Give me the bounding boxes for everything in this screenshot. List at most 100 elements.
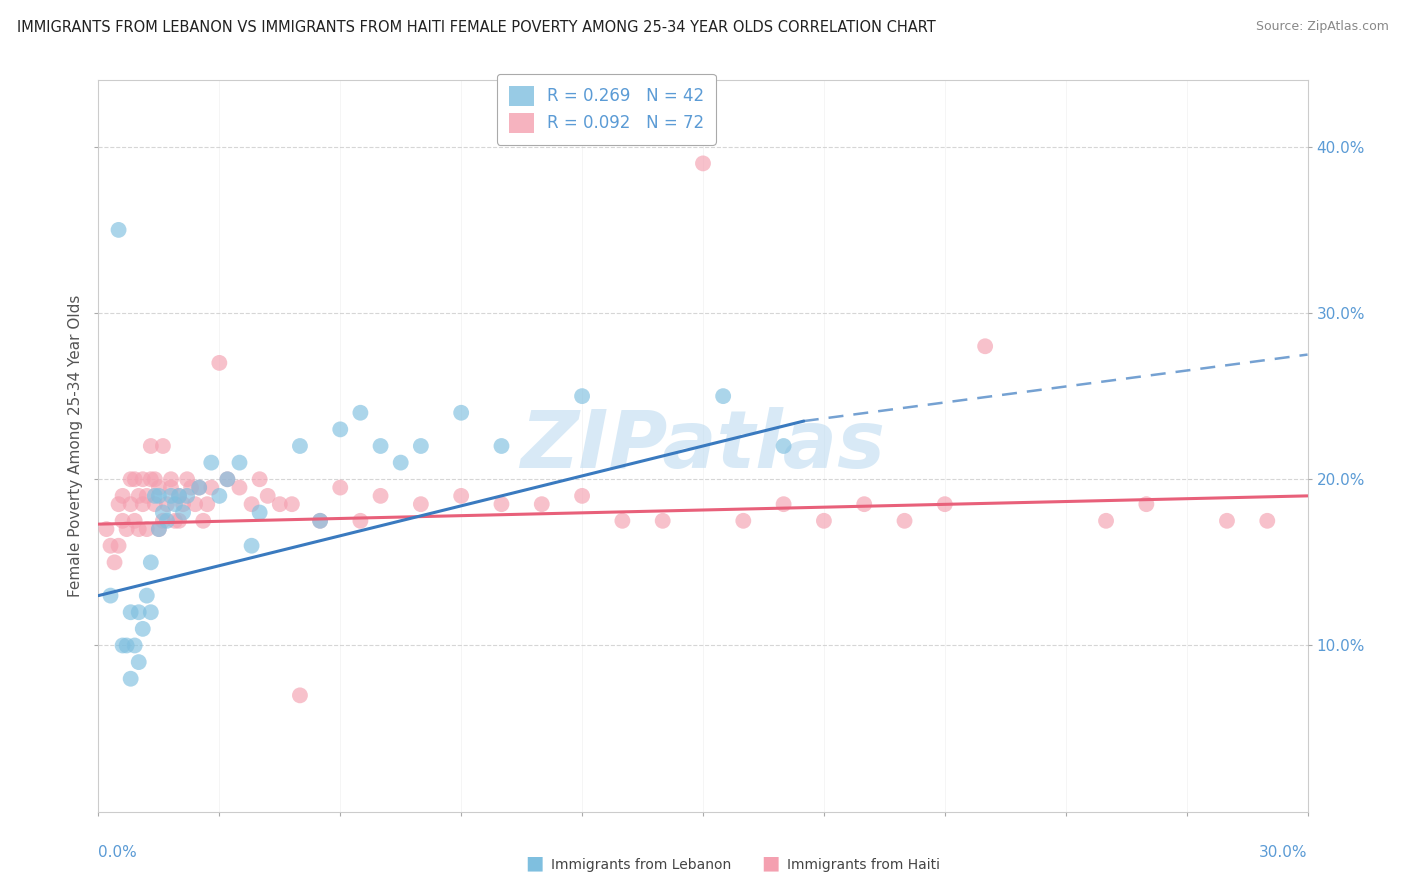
Point — [692, 156, 714, 170]
Point — [208, 356, 231, 370]
Point — [128, 489, 150, 503]
Point — [107, 497, 129, 511]
Point — [124, 639, 146, 653]
Point — [853, 497, 876, 511]
Point — [148, 522, 170, 536]
Text: ■: ■ — [524, 854, 544, 872]
Point — [240, 497, 263, 511]
Point — [152, 439, 174, 453]
Point — [409, 497, 432, 511]
Point — [288, 689, 311, 703]
Point — [139, 439, 162, 453]
Text: 30.0%: 30.0% — [1260, 845, 1308, 860]
Point — [128, 655, 150, 669]
Point — [148, 481, 170, 495]
Point — [329, 422, 352, 436]
Point — [135, 522, 157, 536]
Point — [269, 497, 291, 511]
Point — [200, 481, 222, 495]
Point — [188, 481, 211, 495]
Point — [208, 489, 231, 503]
Point — [772, 439, 794, 453]
Point — [143, 489, 166, 503]
Point — [167, 514, 190, 528]
Point — [132, 472, 155, 486]
Text: Immigrants from Haiti: Immigrants from Haiti — [787, 858, 941, 872]
Point — [132, 497, 155, 511]
Point — [120, 605, 142, 619]
Point — [160, 472, 183, 486]
Point — [128, 522, 150, 536]
Point — [143, 472, 166, 486]
Point — [111, 489, 134, 503]
Point — [111, 639, 134, 653]
Point — [200, 456, 222, 470]
Point — [491, 497, 513, 511]
Point — [139, 605, 162, 619]
Point — [160, 489, 183, 503]
Text: ■: ■ — [761, 854, 780, 872]
Point — [176, 472, 198, 486]
Point — [120, 472, 142, 486]
Point — [1216, 514, 1239, 528]
Point — [217, 472, 239, 486]
Point — [772, 497, 794, 511]
Point — [156, 497, 179, 511]
Point — [107, 539, 129, 553]
Point — [163, 497, 186, 511]
Point — [135, 489, 157, 503]
Point — [571, 489, 593, 503]
Point — [100, 539, 122, 553]
Point — [240, 539, 263, 553]
Point — [711, 389, 734, 403]
Point — [612, 514, 634, 528]
Point — [115, 639, 138, 653]
Point — [100, 589, 122, 603]
Point — [813, 514, 835, 528]
Point — [329, 481, 352, 495]
Text: IMMIGRANTS FROM LEBANON VS IMMIGRANTS FROM HAITI FEMALE POVERTY AMONG 25-34 YEAR: IMMIGRANTS FROM LEBANON VS IMMIGRANTS FR… — [17, 20, 935, 35]
Point — [148, 522, 170, 536]
Point — [530, 497, 553, 511]
Point — [228, 456, 250, 470]
Point — [172, 497, 194, 511]
Point — [893, 514, 915, 528]
Point — [288, 439, 311, 453]
Point — [184, 497, 207, 511]
Legend: R = 0.269   N = 42, R = 0.092   N = 72: R = 0.269 N = 42, R = 0.092 N = 72 — [496, 74, 716, 145]
Point — [1135, 497, 1157, 511]
Point — [193, 514, 215, 528]
Point — [176, 489, 198, 503]
Text: Source: ZipAtlas.com: Source: ZipAtlas.com — [1256, 20, 1389, 33]
Point — [349, 514, 371, 528]
Point — [96, 522, 118, 536]
Point — [124, 472, 146, 486]
Point — [152, 514, 174, 528]
Text: Immigrants from Lebanon: Immigrants from Lebanon — [551, 858, 731, 872]
Point — [128, 605, 150, 619]
Point — [934, 497, 956, 511]
Point — [180, 481, 202, 495]
Point — [107, 223, 129, 237]
Point — [409, 439, 432, 453]
Point — [389, 456, 412, 470]
Point — [195, 497, 218, 511]
Point — [115, 522, 138, 536]
Point — [156, 514, 179, 528]
Point — [249, 506, 271, 520]
Point — [491, 439, 513, 453]
Point — [148, 489, 170, 503]
Point — [139, 555, 162, 569]
Point — [132, 622, 155, 636]
Point — [103, 555, 125, 569]
Point — [309, 514, 332, 528]
Point — [450, 489, 472, 503]
Point — [120, 672, 142, 686]
Point — [228, 481, 250, 495]
Point — [1095, 514, 1118, 528]
Point — [651, 514, 673, 528]
Point — [370, 489, 392, 503]
Text: ZIPatlas: ZIPatlas — [520, 407, 886, 485]
Point — [733, 514, 755, 528]
Point — [370, 439, 392, 453]
